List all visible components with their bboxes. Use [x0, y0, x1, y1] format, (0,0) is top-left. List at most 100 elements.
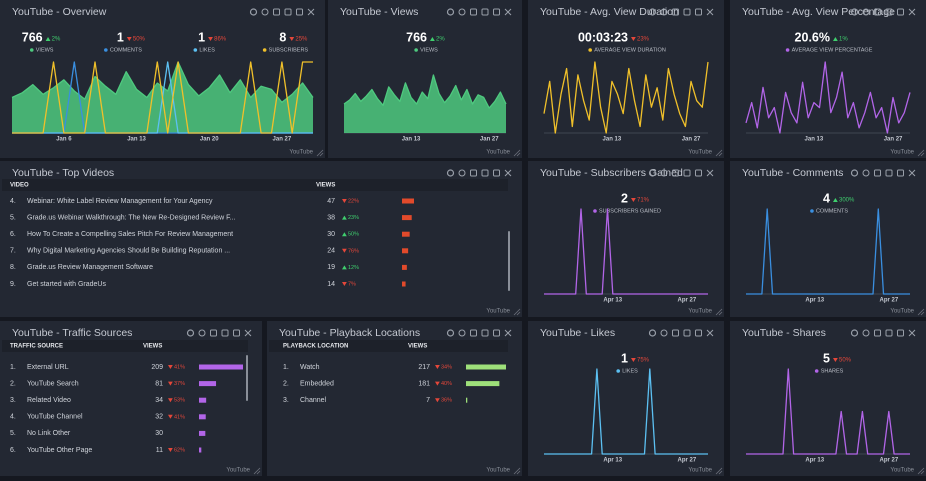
- toolbar-icon[interactable]: [874, 169, 881, 177]
- toolbar-icon[interactable]: [874, 8, 881, 16]
- toolbar-icon[interactable]: [660, 169, 668, 177]
- toolbar-icon[interactable]: [296, 8, 303, 16]
- toolbar-icon[interactable]: [470, 8, 477, 16]
- toolbar-icon[interactable]: [885, 169, 893, 177]
- toolbar-icon[interactable]: [470, 329, 477, 337]
- settings-icon[interactable]: [850, 329, 859, 337]
- toolbar-icon[interactable]: [672, 169, 679, 177]
- toolbar-icon[interactable]: [695, 8, 702, 16]
- close-icon[interactable]: [244, 329, 252, 337]
- close-icon[interactable]: [908, 8, 916, 16]
- toolbar-icon[interactable]: [660, 329, 668, 337]
- row-views: 217: [418, 364, 430, 371]
- close-icon[interactable]: [504, 169, 512, 177]
- change-arrow: [208, 37, 213, 41]
- row-change: 41%: [174, 414, 185, 420]
- toolbar-icon[interactable]: [198, 329, 206, 337]
- close-icon[interactable]: [706, 169, 714, 177]
- row-rank: 3.: [10, 397, 16, 404]
- close-icon[interactable]: [908, 169, 916, 177]
- settings-icon[interactable]: [648, 329, 657, 337]
- panel-footer: YouTube: [226, 468, 250, 474]
- row-bar: [199, 447, 202, 453]
- scrollbar[interactable]: [508, 231, 510, 291]
- panel-footer: YouTube: [688, 150, 712, 156]
- change-arrow: [342, 199, 347, 203]
- toolbar-icon[interactable]: [672, 8, 679, 16]
- stat-label: SHARES: [821, 368, 844, 374]
- toolbar-icon[interactable]: [221, 329, 229, 337]
- close-icon[interactable]: [504, 329, 512, 337]
- toolbar-icon[interactable]: [458, 8, 466, 16]
- toolbar-icon[interactable]: [481, 169, 489, 177]
- row-views: 32: [155, 414, 163, 421]
- toolbar-icon[interactable]: [683, 169, 691, 177]
- x-tick-label: Jan 13: [402, 137, 421, 143]
- toolbar-icon[interactable]: [897, 169, 904, 177]
- series-area: [344, 75, 506, 133]
- toolbar-icon[interactable]: [210, 329, 217, 337]
- row-bar: [199, 364, 243, 370]
- toolbar-icon[interactable]: [273, 8, 280, 16]
- change-arrow: [342, 248, 347, 253]
- x-tick-label: Apr 13: [603, 298, 622, 304]
- toolbar-icon[interactable]: [493, 169, 500, 177]
- toolbar-icon[interactable]: [233, 329, 240, 337]
- panel: [528, 0, 724, 158]
- toolbar-icon[interactable]: [672, 329, 679, 337]
- settings-icon[interactable]: [850, 8, 859, 16]
- row-bar: [199, 381, 217, 387]
- toolbar-icon[interactable]: [885, 8, 893, 16]
- toolbar-icon[interactable]: [660, 8, 668, 16]
- row-bar: [402, 248, 409, 254]
- settings-icon[interactable]: [186, 329, 195, 337]
- toolbar-icon[interactable]: [683, 8, 691, 16]
- close-icon[interactable]: [706, 329, 714, 337]
- legend-dot: [814, 369, 819, 373]
- scrollbar[interactable]: [246, 355, 248, 401]
- settings-icon[interactable]: [648, 169, 657, 177]
- toolbar-icon[interactable]: [862, 8, 870, 16]
- close-icon[interactable]: [908, 329, 916, 337]
- toolbar-icon[interactable]: [481, 8, 489, 16]
- settings-icon[interactable]: [850, 169, 859, 177]
- settings-icon[interactable]: [446, 169, 455, 177]
- resize-handle: [715, 467, 723, 475]
- toolbar-icon[interactable]: [874, 329, 881, 337]
- toolbar-icon[interactable]: [493, 8, 500, 16]
- toolbar-icon[interactable]: [695, 329, 702, 337]
- stat-change: 25%: [295, 37, 308, 43]
- panel: [528, 321, 724, 476]
- column-header: VIEWS: [143, 344, 162, 350]
- close-icon[interactable]: [706, 8, 714, 16]
- series-line: [12, 61, 313, 134]
- toolbar-icon[interactable]: [493, 329, 500, 337]
- toolbar-icon[interactable]: [885, 329, 893, 337]
- stat-value: 20.6%: [795, 30, 830, 44]
- series-line: [745, 61, 911, 134]
- toolbar-icon[interactable]: [862, 329, 870, 337]
- toolbar-icon[interactable]: [481, 329, 489, 337]
- settings-icon[interactable]: [446, 329, 455, 337]
- toolbar-icon[interactable]: [458, 329, 466, 337]
- row-rank: 1.: [283, 364, 289, 371]
- settings-icon[interactable]: [648, 8, 657, 16]
- toolbar-icon[interactable]: [862, 169, 870, 177]
- stat-change: 50%: [133, 37, 146, 43]
- settings-icon[interactable]: [446, 8, 455, 16]
- toolbar-icon[interactable]: [284, 8, 292, 16]
- panel-footer: YouTube: [688, 309, 712, 315]
- toolbar-icon[interactable]: [897, 8, 904, 16]
- toolbar-icon[interactable]: [261, 8, 269, 16]
- row-rank: 2.: [283, 380, 289, 387]
- panel-footer: YouTube: [486, 309, 510, 315]
- toolbar-icon[interactable]: [458, 169, 466, 177]
- toolbar-icon[interactable]: [695, 169, 702, 177]
- settings-icon[interactable]: [249, 8, 258, 16]
- close-icon[interactable]: [504, 8, 512, 16]
- change-arrow: [631, 358, 636, 362]
- close-icon[interactable]: [307, 8, 315, 16]
- toolbar-icon[interactable]: [897, 329, 904, 337]
- toolbar-icon[interactable]: [470, 169, 477, 177]
- toolbar-icon[interactable]: [683, 329, 691, 337]
